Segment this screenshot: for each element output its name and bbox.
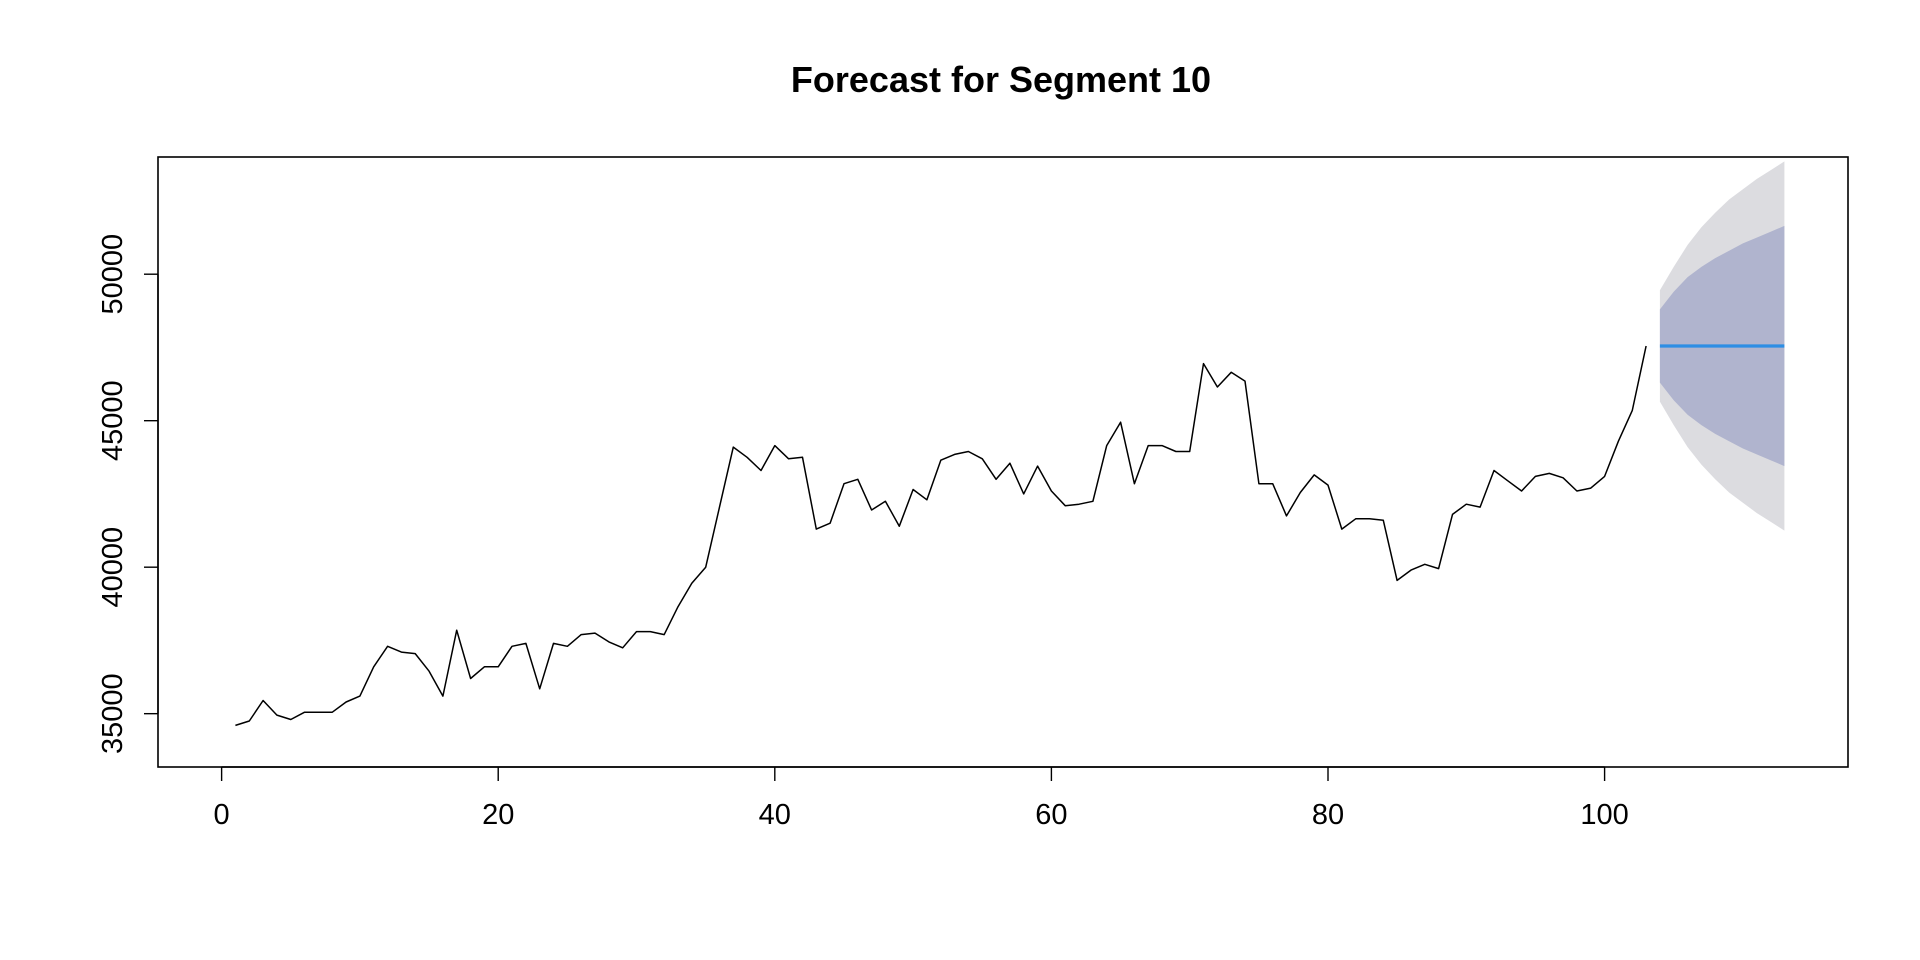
x-tick-label: 60 xyxy=(1035,799,1067,831)
x-tick-label: 100 xyxy=(1580,799,1628,831)
x-tick-label: 0 xyxy=(214,799,230,831)
y-axis: 35000 40000 45000 50000 xyxy=(97,234,159,754)
chart-title: Forecast for Segment 10 xyxy=(791,59,1211,100)
y-tick-label: 50000 xyxy=(97,234,129,315)
y-tick-label: 45000 xyxy=(97,380,129,461)
x-tick-label: 40 xyxy=(759,799,791,831)
plot-frame xyxy=(157,156,1849,768)
y-tick-label: 40000 xyxy=(97,527,129,608)
x-tick-label: 20 xyxy=(482,799,514,831)
x-tick-label: 80 xyxy=(1312,799,1344,831)
x-axis: 0 20 40 60 80 100 xyxy=(214,766,1629,831)
series-layer xyxy=(235,344,1785,727)
observed-series-line xyxy=(235,345,1647,727)
y-tick-label: 35000 xyxy=(97,673,129,754)
